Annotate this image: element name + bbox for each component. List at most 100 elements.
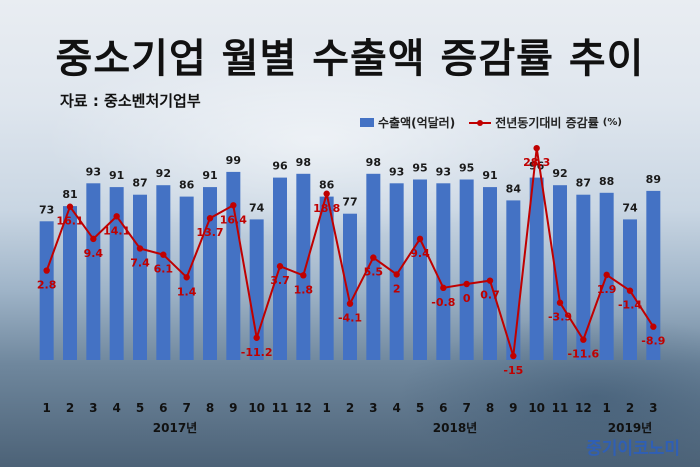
bar-value-label: 89	[646, 173, 661, 186]
year-label: 2017년	[153, 421, 197, 435]
line-point	[603, 271, 610, 279]
legend-line-label: 전년동기대비 증감률	[495, 116, 599, 130]
x-tick-label: 2	[626, 401, 634, 415]
bar-value-label: 99	[226, 154, 241, 167]
line-value-label: 0.7	[480, 289, 500, 302]
bar	[413, 179, 427, 360]
line-value-label: 7.4	[130, 256, 150, 269]
line-value-label: 1.8	[294, 283, 314, 296]
legend-item-bar: 수출액(억달러)	[360, 114, 455, 131]
line-point	[323, 190, 330, 197]
line-value-label: -11.6	[567, 348, 599, 361]
line-value-label: -11.2	[241, 346, 273, 359]
legend-bar-swatch	[360, 118, 374, 127]
bar	[459, 179, 474, 360]
chart-title: 중소기업 월별 수출액 증감률 추이	[55, 36, 645, 82]
bar-value-label: 86	[179, 179, 195, 192]
bar-value-label: 93	[436, 165, 451, 178]
line-point	[346, 300, 354, 307]
bar	[319, 196, 334, 360]
line-value-label: 1.4	[177, 285, 197, 298]
line-value-label: -8.9	[641, 335, 665, 348]
x-tick-label: 3	[89, 401, 97, 415]
line-point	[113, 213, 120, 220]
line-point	[206, 215, 214, 222]
line-value-label: -4.1	[338, 312, 362, 325]
x-tick-label: 6	[159, 401, 167, 415]
x-tick-label: 10	[248, 401, 265, 415]
x-tick-label: 5	[136, 401, 144, 415]
bar	[646, 190, 661, 360]
x-tick-label: 3	[649, 401, 657, 415]
line-point	[300, 272, 307, 279]
x-tick-label: 1	[42, 401, 50, 415]
line-value-label: -1.4	[618, 299, 642, 312]
line-point	[136, 245, 144, 252]
bar-value-label: 91	[109, 169, 124, 182]
line-point	[393, 271, 400, 278]
x-tick-label: 2	[66, 401, 74, 415]
watermark-logo: 중기이코노미	[586, 439, 680, 459]
bar-value-label: 88	[599, 175, 614, 188]
bar	[133, 194, 147, 360]
legend-item-line: 전년동기대비 증감률 (%)	[469, 114, 622, 131]
line-value-label: 13.7	[196, 226, 223, 239]
line-value-label: -15	[503, 364, 523, 377]
line-point	[510, 352, 517, 360]
line-value-label: 2.8	[37, 279, 57, 292]
bar-value-label: 92	[552, 167, 567, 180]
x-tick-label: 11	[552, 401, 569, 415]
bar	[343, 213, 357, 360]
line-value-label: 0	[463, 292, 471, 305]
line-point	[486, 277, 494, 284]
x-tick-label: 3	[369, 401, 377, 415]
line-value-label: 1.9	[597, 283, 617, 296]
bar-value-label: 95	[412, 162, 427, 175]
x-tick-label: 12	[295, 401, 312, 415]
line-point	[650, 323, 657, 330]
line-value-label: 3.7	[270, 274, 290, 287]
bar	[436, 183, 451, 360]
line-value-label: 9.4	[410, 247, 430, 260]
x-tick-label: 4	[112, 401, 120, 415]
bar	[63, 206, 77, 360]
line-value-label: 9.4	[84, 247, 104, 260]
x-tick-label: 1	[322, 401, 330, 415]
bar	[156, 185, 171, 360]
line-point	[230, 202, 237, 209]
x-tick-label: 8	[206, 401, 214, 415]
line-point	[370, 254, 377, 261]
line-point	[463, 280, 470, 288]
legend-bar-label: 수출액(억달러)	[378, 116, 456, 130]
bar-value-label: 93	[86, 165, 101, 178]
bar-value-label: 95	[459, 162, 474, 175]
bar-value-label: 91	[202, 169, 217, 182]
bar-value-label: 81	[62, 188, 77, 201]
legend: 수출액(억달러) 전년동기대비 증감률 (%)	[360, 114, 622, 131]
x-tick-label: 8	[486, 401, 494, 415]
legend-line-swatch	[469, 118, 492, 127]
bar-value-label: 77	[342, 196, 357, 209]
line-point	[160, 251, 167, 258]
x-tick-label: 12	[575, 401, 592, 415]
x-tick-label: 9	[509, 401, 517, 415]
bar-value-label: 87	[576, 177, 591, 190]
line-value-label: 5.5	[364, 266, 384, 279]
line-value-label: -3.9	[548, 311, 572, 324]
line-value-label: 28.3	[523, 156, 550, 169]
bar-value-label: 74	[622, 201, 638, 214]
bar	[39, 221, 54, 360]
line-point	[440, 284, 447, 292]
x-tick-label: 9	[229, 401, 237, 415]
bar-value-label: 87	[132, 177, 147, 190]
line-point	[533, 144, 540, 152]
bar	[576, 194, 591, 360]
x-tick-label: 4	[392, 401, 400, 415]
line-point	[276, 263, 284, 270]
line-value-label: 16.4	[220, 213, 247, 226]
bar	[506, 200, 521, 360]
bar	[366, 173, 381, 360]
bar-value-label: 96	[272, 160, 288, 173]
line-point	[183, 274, 190, 281]
